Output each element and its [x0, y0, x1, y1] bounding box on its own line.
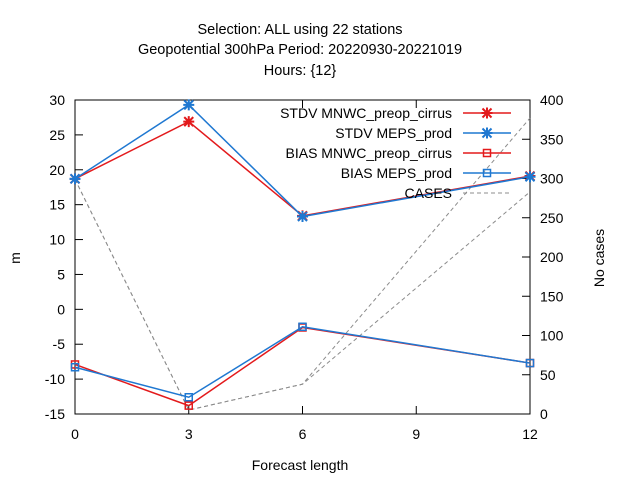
- y2-tick-label: 300: [540, 171, 564, 187]
- y2-tick-label: 50: [540, 367, 556, 383]
- data-point: [184, 401, 193, 410]
- chart-title-line-1: Selection: ALL using 22 stations: [197, 22, 402, 38]
- x-tick-label: 12: [522, 426, 538, 442]
- y2-tick-label: 150: [540, 288, 564, 304]
- y-tick-label: -5: [53, 336, 66, 352]
- x-tick-label: 9: [412, 426, 420, 442]
- series-line: [74, 120, 531, 217]
- data-point: [70, 362, 80, 372]
- series-2: [70, 323, 535, 410]
- series-line: [74, 325, 531, 399]
- series-5: [74, 179, 531, 411]
- y-tick-label: 15: [49, 197, 65, 213]
- y-tick-label: 25: [49, 127, 65, 143]
- y2-axis-label: No cases: [591, 229, 607, 287]
- y-tick-label: 30: [49, 92, 65, 108]
- y-tick-label: 0: [57, 301, 65, 317]
- series-line: [74, 179, 531, 411]
- y-tick-label: -10: [45, 371, 65, 387]
- data-point: [481, 127, 493, 139]
- series-3: [70, 322, 535, 402]
- y2-tick-label: 0: [540, 406, 548, 422]
- data-point: [297, 211, 308, 223]
- data-point: [482, 168, 492, 178]
- y2-tick-label: 350: [540, 131, 564, 147]
- y2-tick-label: 250: [540, 210, 564, 226]
- y2-tick-label: 400: [540, 92, 564, 108]
- series-0: [69, 116, 536, 222]
- y-tick-label: 20: [49, 162, 65, 178]
- y-tick-label: 10: [49, 232, 65, 248]
- legend-label: BIAS MEPS_prod: [341, 165, 452, 181]
- data-point: [525, 358, 535, 368]
- x-axis-label: Forecast length: [252, 457, 349, 473]
- axes: -15-10-505101520253005010015020025030035…: [45, 92, 564, 442]
- chart-title-line-2: Geopotential 300hPa Period: 20220930-202…: [138, 42, 462, 58]
- data-point: [482, 148, 492, 158]
- y-axis-label: m: [7, 252, 23, 264]
- series-layer: [69, 99, 536, 411]
- legend: STDV MNWC_preop_cirrus STDV MEPS_prod BIAS…: [280, 105, 511, 201]
- series-4: [74, 117, 531, 411]
- data-point: [69, 173, 81, 185]
- chart-titles: Selection: ALL using 22 stations Geopote…: [138, 22, 462, 79]
- data-point: [298, 322, 307, 332]
- series-line: [74, 117, 531, 411]
- series-line: [74, 103, 531, 218]
- series-1: [69, 99, 536, 223]
- series-line: [74, 326, 531, 407]
- y-tick-label: -15: [45, 406, 65, 422]
- y2-tick-label: 100: [540, 328, 564, 344]
- y2-tick-label: 200: [540, 249, 564, 265]
- x-tick-label: 6: [299, 426, 307, 442]
- data-point: [184, 393, 193, 402]
- legend-label: STDV MEPS_prod: [335, 125, 452, 141]
- legend-label: CASES: [405, 185, 452, 201]
- data-point: [481, 107, 493, 119]
- x-tick-label: 3: [185, 426, 193, 442]
- y-tick-label: 5: [57, 266, 65, 282]
- legend-label: STDV MNWC_preop_cirrus: [280, 105, 452, 121]
- x-tick-label: 0: [71, 426, 79, 442]
- data-point: [183, 116, 195, 128]
- data-point: [524, 171, 536, 183]
- chart-title-line-3: Hours: {12}: [264, 63, 337, 79]
- data-point: [183, 99, 195, 111]
- legend-label: BIAS MNWC_preop_cirrus: [286, 145, 453, 161]
